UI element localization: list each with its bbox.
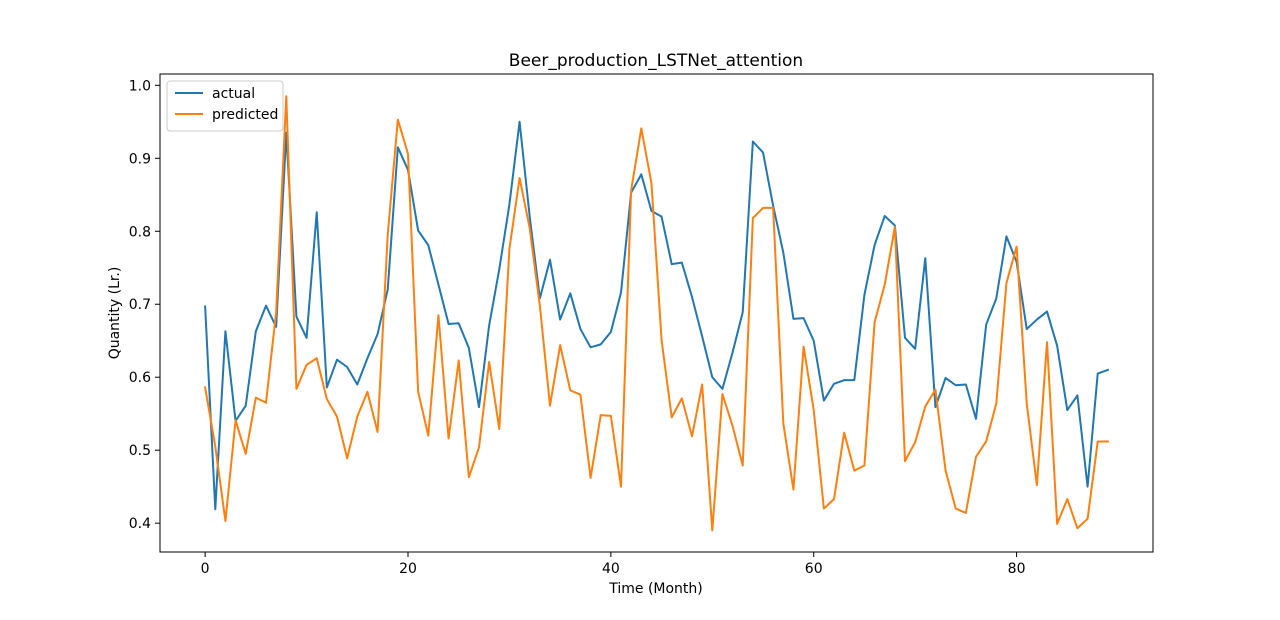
y-tick-label: 0.5 — [129, 443, 151, 459]
ticks-layer: 0 20 40 60 80 0.4 0.5 0.6 0.7 0.8 0.9 1.0 — [129, 78, 1026, 577]
y-axis-label: Quantity (Lr.) — [107, 267, 123, 360]
chart-title: Beer_production_LSTNet_attention — [509, 51, 803, 71]
x-tick-label: 40 — [602, 561, 620, 577]
series-line-predicted — [203, 95, 1109, 532]
legend-label-predicted: predicted — [212, 107, 278, 123]
x-tick-label: 0 — [201, 561, 210, 577]
plot-frame — [159, 73, 1154, 553]
y-tick-label: 1.0 — [129, 78, 151, 94]
y-tick-label: 0.6 — [129, 370, 151, 386]
x-tick-label: 80 — [1008, 561, 1026, 577]
series-line-actual — [204, 120, 1110, 511]
series-layer — [203, 95, 1110, 532]
x-tick-label: 20 — [399, 561, 417, 577]
x-tick-label: 60 — [805, 561, 823, 577]
y-tick-label: 0.8 — [129, 224, 151, 240]
legend-label-actual: actual — [212, 86, 255, 102]
x-axis-label: Time (Month) — [608, 581, 703, 597]
y-tick-label: 0.7 — [129, 297, 151, 313]
y-tick-label: 0.9 — [129, 151, 151, 167]
legend: actual predicted — [166, 80, 284, 132]
y-tick-label: 0.4 — [129, 516, 151, 532]
